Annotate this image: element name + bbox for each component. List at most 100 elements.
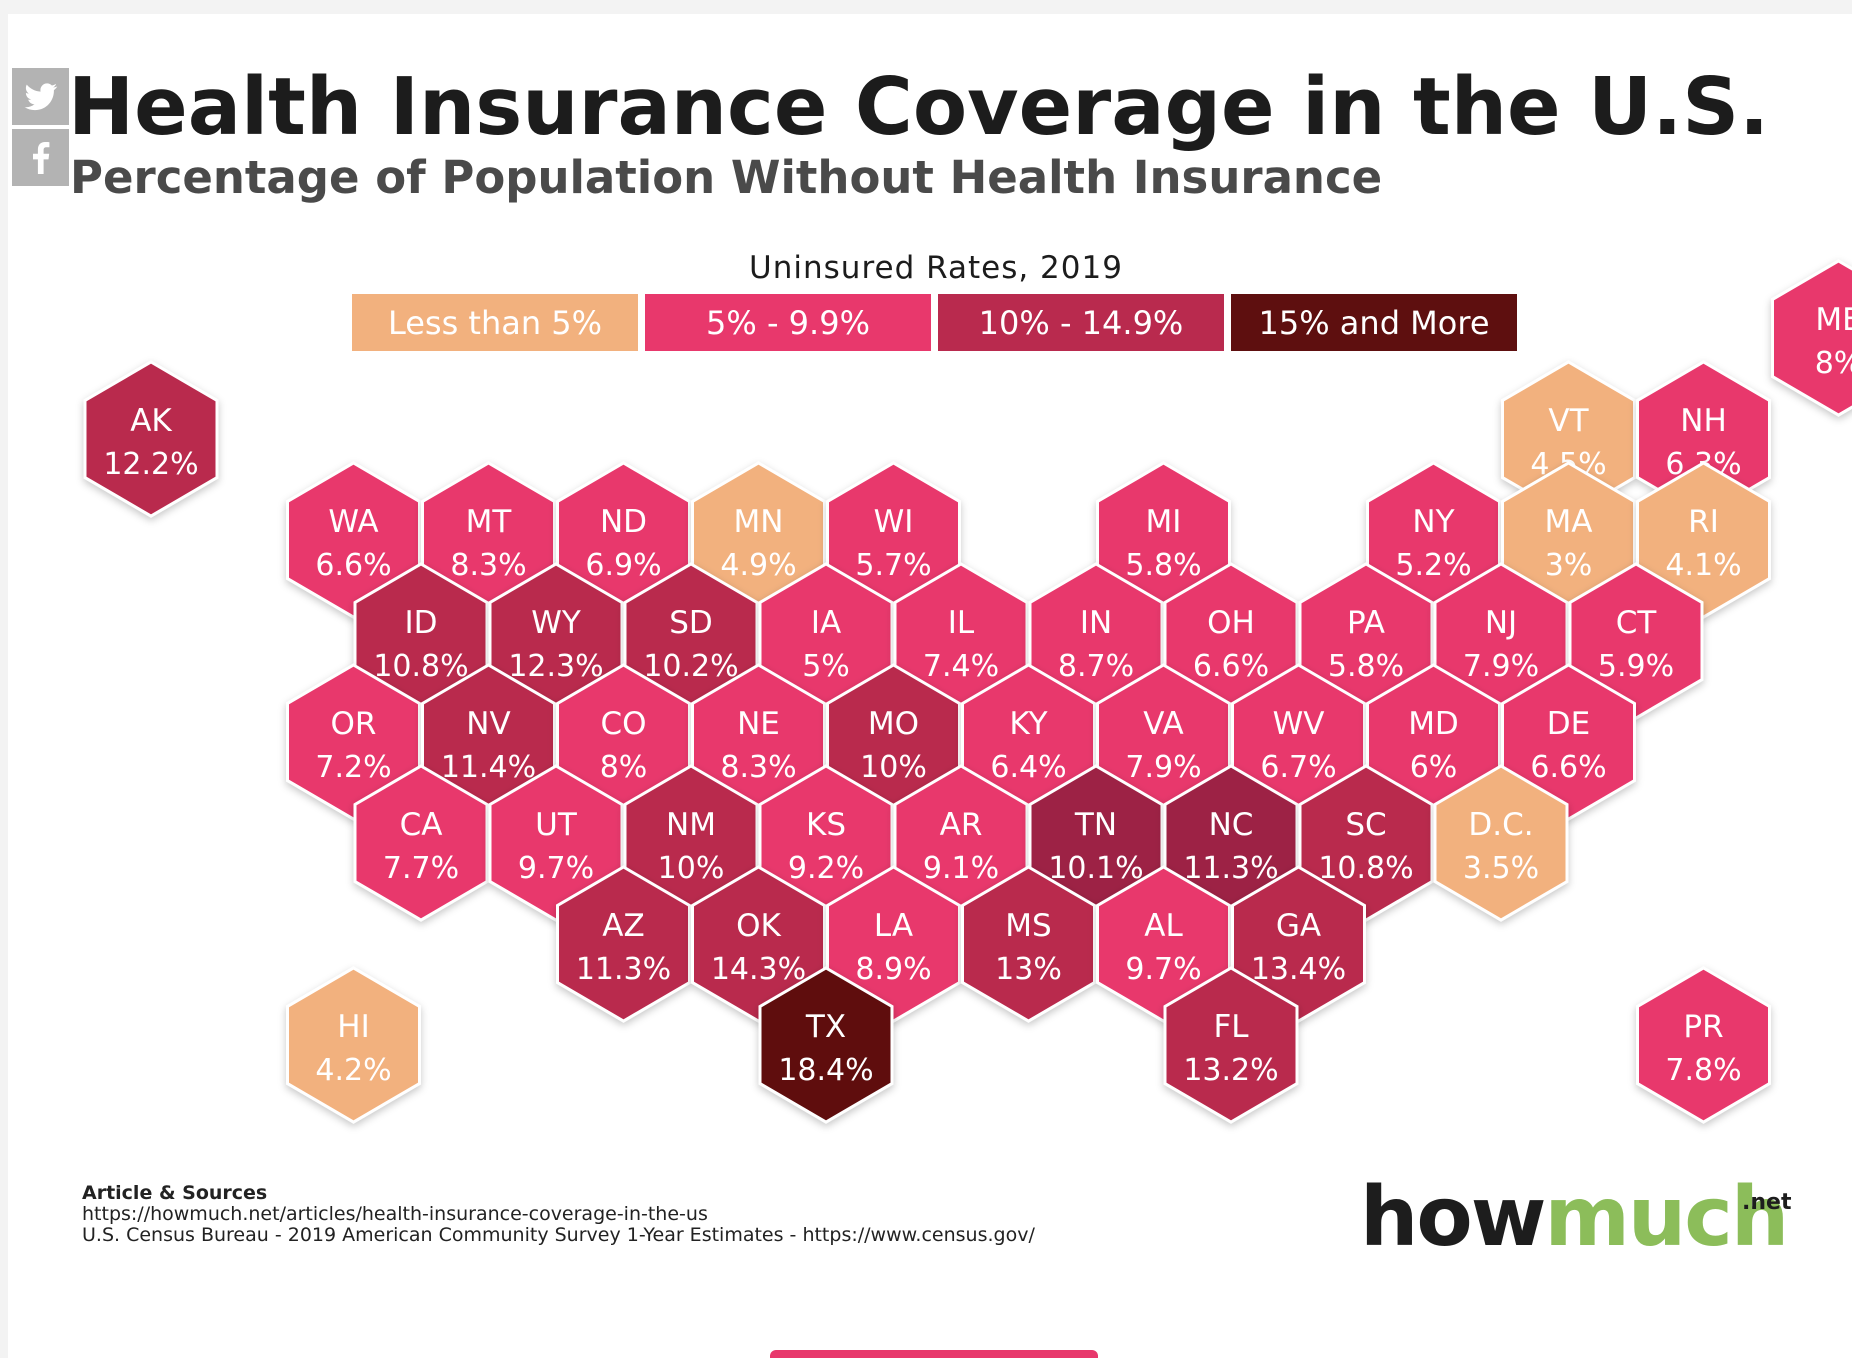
state-tile-mn[interactable]: MN 4.9% <box>691 461 826 619</box>
state-code: AR <box>940 807 983 843</box>
state-hex-ms[interactable] <box>961 865 1096 1023</box>
state-hex-pr[interactable] <box>1636 966 1771 1124</box>
state-value: 10% <box>860 750 927 785</box>
state-tile-me[interactable]: ME 8% <box>1771 259 1852 417</box>
page-title: Health Insurance Coverage in the U.S. <box>68 61 1770 153</box>
state-tile-ny[interactable]: NY 5.2% <box>1366 461 1501 619</box>
state-value: 9.1% <box>923 851 999 886</box>
state-value: 14.3% <box>711 952 806 987</box>
state-tile-fl[interactable]: FL 13.2% <box>1163 966 1299 1124</box>
state-tile-hi[interactable]: HI 4.2% <box>286 966 421 1124</box>
state-value: 5% <box>802 649 850 684</box>
state-hex-fl[interactable] <box>1163 966 1299 1124</box>
state-tile-in[interactable]: IN 8.7% <box>1028 562 1164 720</box>
state-tile-ga[interactable]: GA 13.4% <box>1231 865 1366 1023</box>
state-value: 8% <box>600 750 648 785</box>
state-code: RI <box>1688 504 1719 540</box>
state-value: 3.5% <box>1463 851 1539 886</box>
state-code: NC <box>1209 807 1254 843</box>
state-code: TX <box>805 1009 846 1045</box>
state-tile-pr[interactable]: PR 7.8% <box>1636 966 1771 1124</box>
state-tile-pa[interactable]: PA 5.8% <box>1298 562 1434 720</box>
state-tile-sd[interactable]: SD 10.2% <box>623 562 759 720</box>
state-value: 7.9% <box>1463 649 1539 684</box>
state-value: 5.8% <box>1328 649 1404 684</box>
state-code: OK <box>736 908 781 944</box>
state-code: MO <box>868 706 919 742</box>
state-value: 6% <box>1410 750 1458 785</box>
state-tile-dc[interactable]: D.C. 3.5% <box>1433 764 1569 922</box>
state-tile-ak[interactable]: AK 12.2% <box>83 360 219 518</box>
bottom-action-bar[interactable] <box>770 1350 1098 1358</box>
state-code: SD <box>669 605 713 641</box>
state-tile-ca[interactable]: CA 7.7% <box>353 764 489 922</box>
state-tile-ms[interactable]: MS 13% <box>961 865 1096 1023</box>
state-hex-az[interactable] <box>556 865 691 1023</box>
state-tile-al[interactable]: AL 9.7% <box>1096 865 1231 1023</box>
state-tile-mt[interactable]: MT 8.3% <box>421 461 556 619</box>
state-code: MD <box>1408 706 1459 742</box>
state-tile-ri[interactable]: RI 4.1% <box>1636 461 1771 619</box>
state-hex-hi[interactable] <box>286 966 421 1124</box>
source-link-article[interactable]: https://howmuch.net/articles/health-insu… <box>82 1203 708 1225</box>
twitter-share-button[interactable] <box>12 68 69 125</box>
state-code: MT <box>466 504 513 540</box>
state-code: NH <box>1680 403 1727 439</box>
state-code: D.C. <box>1468 807 1533 843</box>
state-tile-il[interactable]: IL 7.4% <box>893 562 1029 720</box>
state-value: 5.9% <box>1598 649 1674 684</box>
state-code: VT <box>1548 403 1589 439</box>
state-code: IN <box>1080 605 1112 641</box>
state-value: 8% <box>1815 346 1852 381</box>
state-value: 5.7% <box>855 548 931 583</box>
state-tile-ky[interactable]: KY 6.4% <box>961 663 1096 821</box>
state-hex-tx[interactable] <box>758 966 894 1124</box>
state-value: 6.6% <box>1193 649 1269 684</box>
state-value: 10.2% <box>643 649 738 684</box>
state-tile-nm[interactable]: NM 10% <box>623 764 759 922</box>
state-tile-ma[interactable]: MA 3% <box>1501 461 1636 619</box>
state-tile-mi[interactable]: MI 5.8% <box>1096 461 1231 619</box>
state-hex-ca[interactable] <box>353 764 489 922</box>
state-value: 5.2% <box>1395 548 1471 583</box>
state-value: 9.7% <box>1125 952 1201 987</box>
state-code: OH <box>1207 605 1255 641</box>
state-tile-ia[interactable]: IA 5% <box>758 562 894 720</box>
state-tile-tn[interactable]: TN 10.1% <box>1028 764 1164 922</box>
state-tile-wy[interactable]: WY 12.3% <box>488 562 624 720</box>
state-tile-ks[interactable]: KS 9.2% <box>758 764 894 922</box>
logo-net: .net <box>1742 1190 1792 1215</box>
state-tile-nj[interactable]: NJ 7.9% <box>1433 562 1569 720</box>
state-tile-mo[interactable]: MO 10% <box>826 663 961 821</box>
state-tile-or[interactable]: OR 7.2% <box>286 663 421 821</box>
state-hex-dc[interactable] <box>1433 764 1569 922</box>
state-tile-oh[interactable]: OH 6.6% <box>1163 562 1299 720</box>
legend-title: Uninsured Rates, 2019 <box>749 250 1123 286</box>
legend-item-15-and-more: 15% and More <box>1231 294 1517 351</box>
state-value: 6.6% <box>1530 750 1606 785</box>
state-tile-id[interactable]: ID 10.8% <box>353 562 489 720</box>
facebook-share-button[interactable] <box>12 129 69 186</box>
state-tile-ar[interactable]: AR 9.1% <box>893 764 1029 922</box>
state-tile-tx[interactable]: TX 18.4% <box>758 966 894 1124</box>
state-tile-co[interactable]: CO 8% <box>556 663 691 821</box>
state-tile-nd[interactable]: ND 6.9% <box>556 461 691 619</box>
howmuch-logo[interactable]: howmuch <box>1360 1168 1789 1268</box>
state-tile-va[interactable]: VA 7.9% <box>1096 663 1231 821</box>
state-tile-ct[interactable]: CT 5.9% <box>1568 562 1704 720</box>
state-value: 12.3% <box>508 649 603 684</box>
state-code: ME <box>1815 302 1852 338</box>
state-tile-wa[interactable]: WA 6.6% <box>286 461 421 619</box>
state-tile-ok[interactable]: OK 14.3% <box>691 865 826 1023</box>
state-code: WI <box>874 504 914 540</box>
state-value: 8.3% <box>450 548 526 583</box>
state-tile-nv[interactable]: NV 11.4% <box>421 663 556 821</box>
state-hex-ak[interactable] <box>83 360 219 518</box>
state-code: IL <box>948 605 975 641</box>
state-tile-ne[interactable]: NE 8.3% <box>691 663 826 821</box>
state-tile-az[interactable]: AZ 11.3% <box>556 865 691 1023</box>
state-hex-me[interactable] <box>1771 259 1852 417</box>
state-tile-sc[interactable]: SC 10.8% <box>1298 764 1434 922</box>
state-tile-de[interactable]: DE 6.6% <box>1501 663 1636 821</box>
state-code: CT <box>1616 605 1658 641</box>
